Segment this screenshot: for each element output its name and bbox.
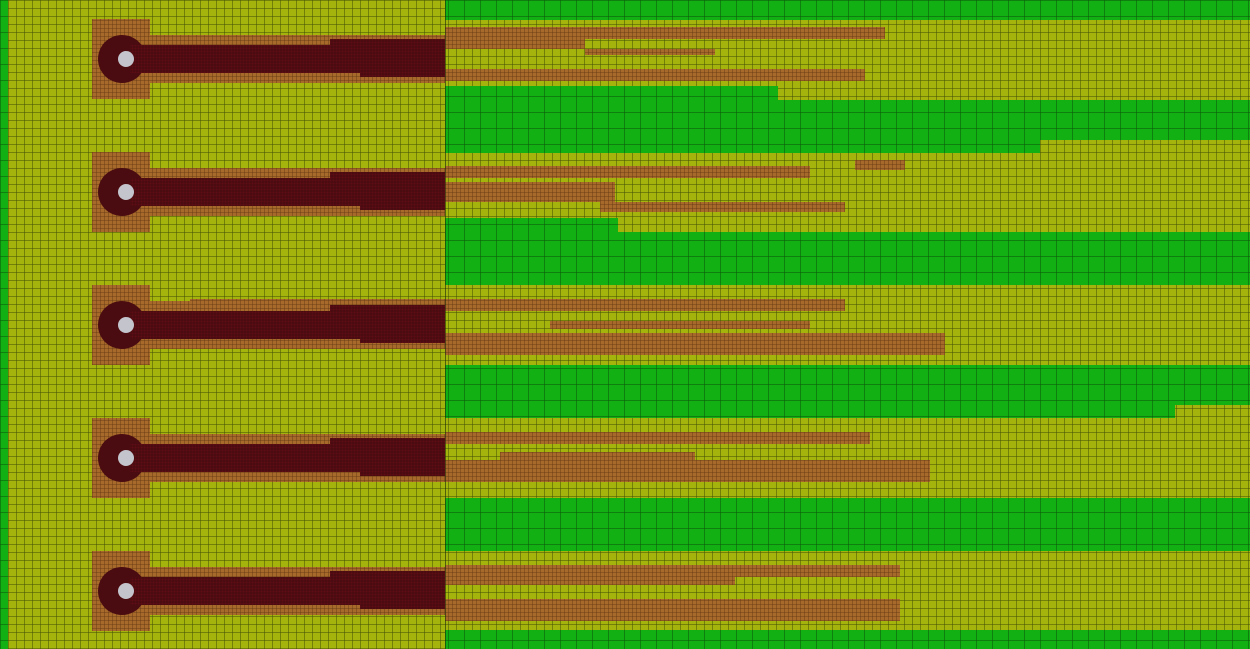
outer-mesh-band-grid [445, 498, 1250, 551]
refinement-tail-grid [445, 166, 810, 178]
refinement-tail-grid [445, 460, 930, 482]
refinement-tail-grid [500, 452, 695, 460]
probe-3 [92, 285, 945, 365]
refinement-tail-grid [550, 321, 810, 329]
outer-mesh-band-grid [445, 232, 1250, 285]
outer-mesh-band-grid [445, 218, 618, 232]
refinement-tail-grid [445, 299, 845, 311]
probe-tip [118, 583, 134, 599]
refinement-tail-grid [585, 49, 715, 55]
refinement-boundary [445, 0, 446, 649]
refinement-tail-grid [200, 434, 445, 442]
outer-mesh-band-grid [445, 86, 778, 100]
probe-2 [92, 152, 905, 232]
refinement-tail-grid [600, 202, 845, 212]
probe-tip [118, 450, 134, 466]
refinement-tail-grid [445, 333, 945, 355]
probe-stem-upper-grid [330, 571, 445, 581]
outer-mesh-band-grid [445, 630, 1250, 649]
probe-group [92, 19, 945, 631]
refinement-tail-grid [445, 69, 865, 81]
probe-4 [92, 418, 930, 498]
probe-stem-lower-grid [360, 67, 445, 77]
probe-1 [92, 19, 885, 99]
outer-mesh-left-strip-grid [0, 0, 8, 649]
probe-stem-lower-grid [360, 599, 445, 609]
outer-mesh-band-grid [445, 365, 1250, 405]
refinement-tail-grid [190, 299, 445, 307]
refinement-tail-grid [445, 27, 885, 39]
probe-stem-upper-grid [330, 172, 445, 182]
probe-tip [118, 51, 134, 67]
probe-stem-upper-grid [330, 438, 445, 448]
refinement-tail-grid [445, 577, 735, 585]
probe-stem-upper-grid [330, 39, 445, 49]
outer-mesh-band-grid [445, 100, 1250, 140]
refinement-tail-grid [445, 565, 900, 577]
refinement-tail-grid [445, 39, 585, 49]
refinement-tail-grid [445, 432, 870, 444]
outer-mesh-band-grid [445, 140, 1040, 153]
outer-mesh-band-grid [445, 0, 1250, 20]
refinement-tail-grid [445, 599, 900, 621]
probe-stem-lower-grid [360, 333, 445, 343]
refinement-tail-grid [445, 182, 615, 202]
probe-stem-lower-grid [360, 466, 445, 476]
outer-mesh-band-grid [445, 405, 1175, 418]
probe-stem-lower-grid [360, 200, 445, 210]
refinement-tail-grid [855, 160, 905, 170]
probe-5 [92, 551, 900, 631]
probe-tip [118, 317, 134, 333]
probe-tip [118, 184, 134, 200]
probe-stem-upper-grid [330, 305, 445, 315]
